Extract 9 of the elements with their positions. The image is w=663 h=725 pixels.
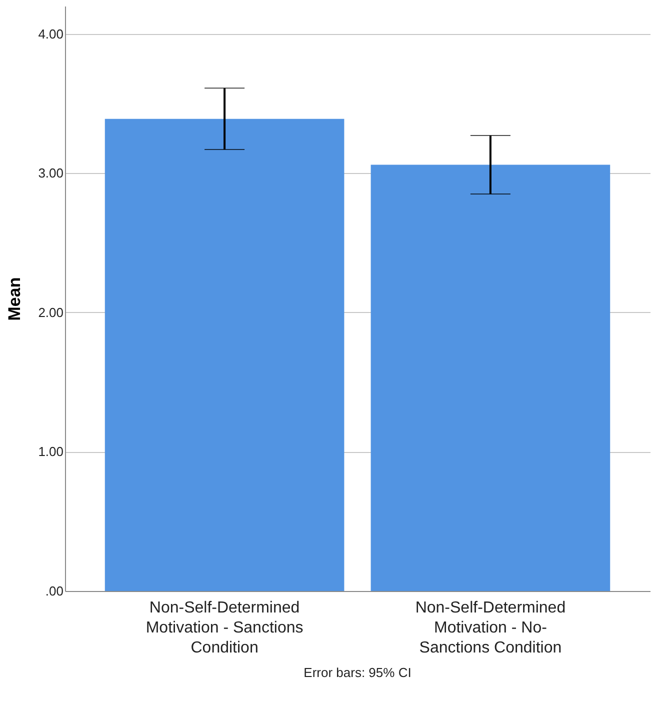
y-tick-label: 3.00 [38,166,64,181]
y-tick-label: .00 [45,584,64,598]
x-tick-label: Non-Self-Determined Motivation - Sanctions Condition [146,600,304,656]
y-tick-label: 1.00 [38,444,64,460]
x-tick-label: Non-Self-Determined Motivation - No-Sanctions Condition [415,600,566,656]
y-tick-label: 2.00 [38,304,64,320]
text: Error bars: 95% CI [304,665,412,680]
y-tick-label: 4.00 [38,26,64,42]
y-axis-title: Mean [5,277,24,321]
